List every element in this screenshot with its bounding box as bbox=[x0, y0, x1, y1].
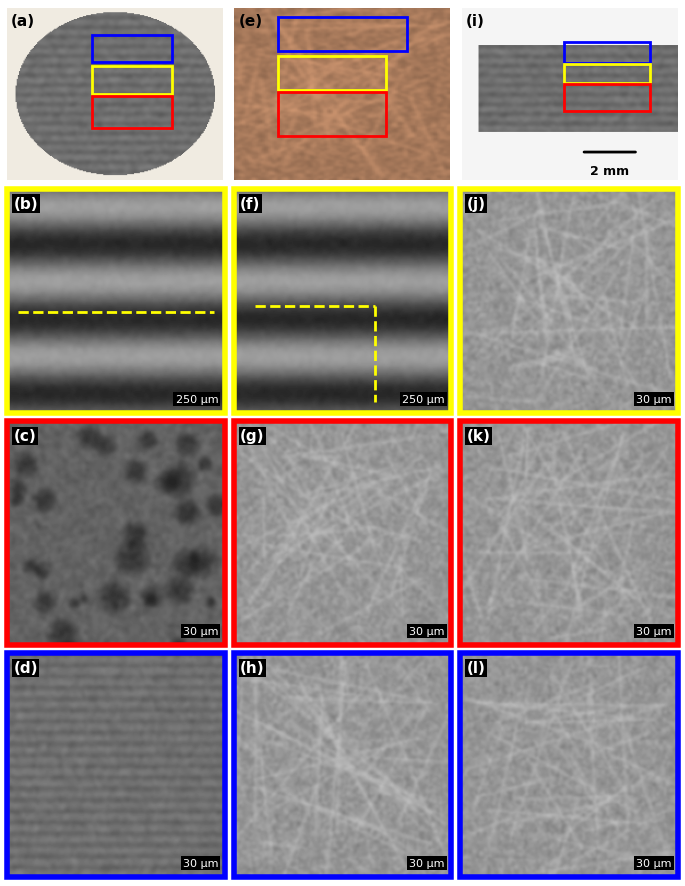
Bar bbox=[92, 35, 172, 63]
Text: 30 μm: 30 μm bbox=[636, 394, 671, 405]
Bar bbox=[234, 654, 451, 877]
Text: 2 mm: 2 mm bbox=[590, 165, 630, 177]
Bar bbox=[92, 97, 172, 128]
Text: (d): (d) bbox=[14, 660, 38, 675]
Bar bbox=[460, 422, 678, 645]
Bar bbox=[7, 422, 225, 645]
Text: (g): (g) bbox=[240, 429, 264, 444]
Text: (l): (l) bbox=[466, 660, 486, 675]
Text: (h): (h) bbox=[240, 660, 264, 675]
Text: (a): (a) bbox=[11, 14, 36, 29]
Text: 30 μm: 30 μm bbox=[410, 859, 445, 868]
Text: 30 μm: 30 μm bbox=[636, 859, 671, 868]
Bar bbox=[460, 654, 678, 877]
Bar bbox=[277, 93, 386, 136]
Text: (j): (j) bbox=[466, 197, 486, 212]
Text: 30 μm: 30 μm bbox=[636, 626, 671, 636]
Text: (f): (f) bbox=[240, 197, 260, 212]
Bar bbox=[277, 57, 386, 90]
Bar bbox=[7, 190, 225, 414]
Bar bbox=[7, 654, 225, 877]
Bar bbox=[564, 85, 649, 112]
Bar bbox=[92, 66, 172, 96]
Text: 250 μm: 250 μm bbox=[175, 394, 219, 405]
Bar bbox=[564, 65, 649, 84]
Bar bbox=[234, 190, 451, 414]
Bar bbox=[234, 422, 451, 645]
Text: (i): (i) bbox=[466, 14, 485, 29]
Text: (c): (c) bbox=[14, 429, 36, 444]
Text: 30 μm: 30 μm bbox=[410, 626, 445, 636]
Bar bbox=[564, 43, 649, 64]
Bar bbox=[277, 19, 408, 52]
Bar bbox=[460, 190, 678, 414]
Text: (b): (b) bbox=[14, 197, 38, 212]
Text: 30 μm: 30 μm bbox=[183, 859, 219, 868]
Text: (k): (k) bbox=[466, 429, 490, 444]
Text: 30 μm: 30 μm bbox=[183, 626, 219, 636]
Text: 250 μm: 250 μm bbox=[402, 394, 445, 405]
Text: (e): (e) bbox=[238, 14, 262, 29]
